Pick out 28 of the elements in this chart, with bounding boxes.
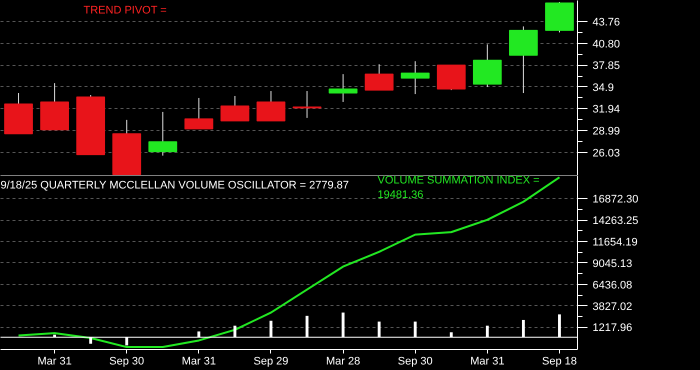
y-tick-label: 6436.08 — [592, 279, 632, 292]
annotation: VOLUME SUMMATION INDEX = 19481.36 — [378, 174, 540, 201]
y-tick-label: 37.85 — [592, 60, 620, 72]
x-tick-label: Mar 31 — [182, 356, 216, 368]
y-tick-label: 16872.30 — [592, 194, 638, 206]
candlestick — [400, 60, 430, 95]
x-tick-label: Mar 28 — [326, 356, 360, 368]
y-tick-label: 43.76 — [592, 16, 620, 28]
x-tick-label: Sep 18 — [542, 356, 577, 368]
y-tick-label: 26.03 — [592, 147, 620, 160]
y-tick-label: 3827.02 — [592, 300, 632, 313]
x-tick-label: Sep 29 — [254, 356, 288, 368]
y-tick-label: 1217.96 — [592, 322, 632, 334]
y-tick-label: 9045.13 — [592, 258, 632, 270]
y-tick-label: 34.9 — [592, 82, 614, 94]
x-tick-label: Sep 30 — [398, 356, 433, 368]
y-tick-label: 40.80 — [592, 38, 620, 50]
annotation: TREND PIVOT = — [84, 4, 167, 16]
x-tick-label: Sep 30 — [109, 356, 144, 368]
y-tick-label: 14263.25 — [592, 215, 638, 228]
y-tick-label: 31.94 — [592, 104, 620, 116]
x-tick-label: Mar 31 — [37, 356, 72, 368]
candlestick — [328, 74, 358, 102]
x-tick-label: Mar 31 — [470, 356, 504, 368]
y-tick-label: 11654.19 — [592, 236, 638, 249]
candlestick — [292, 90, 322, 118]
y-tick-label: 28.99 — [592, 126, 620, 138]
annotation: 9/18/25 QUARTERLY MCCLELLAN VOLUME OSCILLATOR = 2779.87 — [0, 180, 349, 192]
